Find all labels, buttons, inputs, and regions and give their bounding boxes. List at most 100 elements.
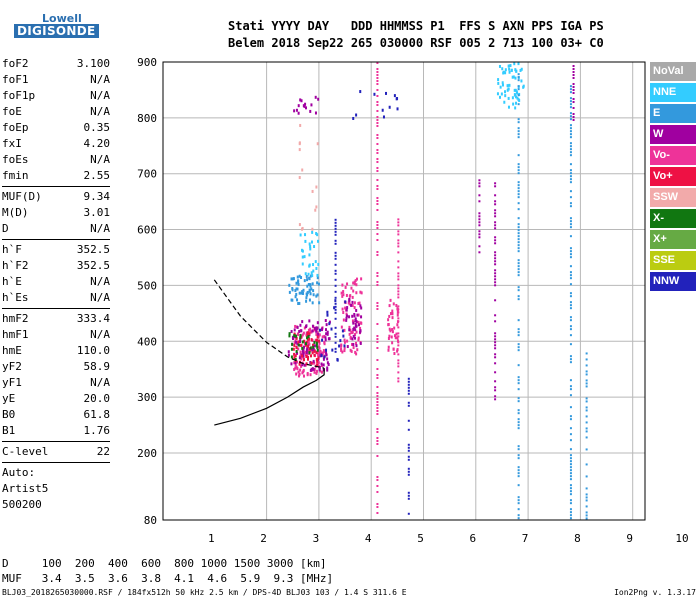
echo-point — [569, 454, 572, 457]
echo-point — [304, 106, 307, 110]
echo-point — [376, 239, 379, 241]
echo-point — [298, 356, 301, 360]
plot-frame — [162, 61, 646, 521]
echo-point — [376, 386, 379, 388]
echo-point — [297, 347, 300, 351]
echo-point — [355, 291, 358, 295]
param-row: hmE 110.0 — [2, 343, 110, 359]
echo-point — [517, 247, 520, 250]
echo-point — [517, 130, 520, 133]
echo-point — [569, 226, 572, 229]
echo-point — [297, 302, 300, 306]
echo-point — [295, 372, 298, 376]
param-row: foF1p N/A — [2, 88, 110, 104]
echo-point — [396, 336, 399, 340]
echo-point — [585, 409, 588, 412]
echo-point — [478, 179, 481, 182]
echo-point — [517, 136, 520, 139]
echo-point — [572, 107, 575, 109]
echo-point — [572, 101, 575, 103]
digisonde-logo: Lowell DIGISONDE — [2, 6, 122, 40]
echo-point — [334, 335, 337, 338]
x-tick-label: 7 — [522, 532, 529, 545]
echo-point — [316, 281, 319, 285]
echo-point — [397, 380, 400, 383]
echo-point — [407, 401, 410, 404]
echo-point — [306, 290, 309, 294]
echo-point — [569, 304, 572, 307]
echo-point — [305, 299, 308, 303]
echo-point — [290, 277, 293, 281]
echo-point — [517, 412, 520, 415]
echo-point — [309, 360, 312, 364]
echo-point — [341, 294, 344, 298]
echo-point — [311, 361, 314, 365]
echo-point — [397, 326, 400, 329]
legend-item: X+ — [650, 230, 696, 249]
echo-point — [341, 283, 344, 287]
echo-point — [569, 307, 572, 310]
echo-point — [290, 355, 293, 359]
echo-point — [293, 341, 296, 345]
echo-point — [326, 313, 329, 317]
echo-point — [494, 221, 497, 224]
echo-point — [376, 335, 379, 337]
echo-point — [517, 331, 520, 334]
echo-point — [517, 328, 520, 331]
echo-point — [517, 343, 520, 346]
echo-point — [310, 103, 313, 107]
param-row: M(D) 3.01 — [2, 205, 110, 221]
echo-point — [360, 291, 363, 295]
echo-point — [310, 367, 313, 371]
echo-point — [297, 283, 300, 287]
echo-point — [376, 221, 379, 223]
echo-point — [585, 400, 588, 403]
echo-point — [569, 190, 572, 193]
legend-item: Vo- — [650, 146, 696, 165]
echo-point — [334, 263, 337, 266]
echo-point — [317, 353, 320, 357]
echo-point — [323, 342, 326, 346]
echo-point — [407, 446, 410, 449]
echo-point — [396, 107, 399, 111]
param-key: h`F — [2, 243, 22, 256]
echo-point — [355, 330, 358, 334]
echo-point — [334, 341, 337, 344]
param-row: foF1 N/A — [2, 72, 110, 88]
echo-point — [376, 152, 379, 154]
param-key: D — [2, 222, 9, 235]
echo-point — [334, 233, 337, 236]
echo-point — [494, 200, 497, 203]
echo-point — [353, 312, 356, 316]
echo-point — [376, 167, 379, 169]
echo-point — [376, 188, 379, 190]
echo-point — [494, 263, 497, 266]
muf-row: MUF 3.4 3.5 3.6 3.8 4.1 4.6 5.9 9.3 [MHz… — [2, 572, 334, 585]
echo-point — [397, 341, 400, 344]
legend-item: W — [650, 125, 696, 144]
echo-point — [292, 277, 295, 281]
echo-point — [393, 351, 396, 355]
echo-point — [407, 458, 410, 461]
param-value: N/A — [90, 73, 110, 86]
echo-point — [307, 335, 310, 339]
echo-point — [506, 84, 509, 88]
echo-point — [294, 354, 297, 358]
param-key: foF2 — [2, 57, 29, 70]
echo-point — [352, 334, 355, 338]
echo-point — [517, 238, 520, 241]
echo-point — [569, 124, 572, 127]
echo-point — [569, 223, 572, 226]
echo-point — [507, 87, 510, 91]
echo-point — [360, 315, 363, 319]
legend-item: NoVal — [650, 62, 696, 81]
echo-point — [397, 305, 400, 308]
echo-point — [519, 68, 522, 72]
echo-point — [334, 272, 337, 275]
echo-point — [348, 315, 351, 319]
echo-point — [585, 379, 588, 382]
echo-point — [569, 328, 572, 331]
echo-point — [350, 303, 353, 307]
echo-point — [517, 421, 520, 424]
echo-point — [299, 333, 302, 337]
